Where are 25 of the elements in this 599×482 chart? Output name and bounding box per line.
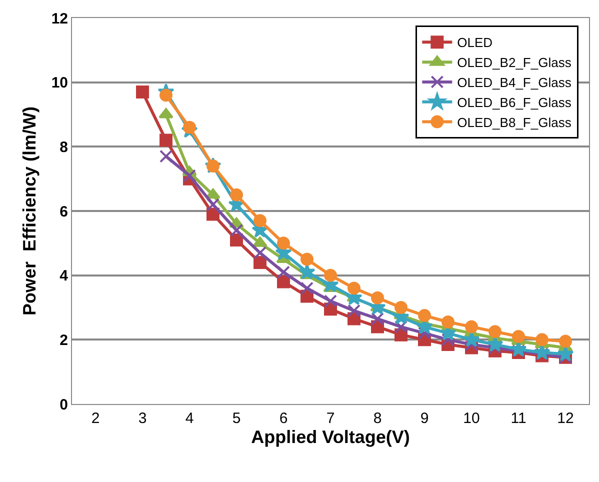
x-tick-label: 5 bbox=[232, 410, 241, 427]
y-tick-label: 2 bbox=[60, 332, 68, 349]
x-tick-label: 6 bbox=[279, 410, 288, 427]
legend-label: OLED bbox=[457, 35, 493, 50]
legend-label: OLED_B6_F_Glass bbox=[457, 94, 572, 110]
y-tick-label: 4 bbox=[60, 268, 69, 285]
x-tick-label: 7 bbox=[326, 410, 335, 427]
y-tick-label: 6 bbox=[60, 203, 68, 220]
x-tick-label: 2 bbox=[91, 410, 100, 427]
y-axis-title: Power Efficiency (lm/W) bbox=[20, 106, 40, 316]
x-tick-label: 8 bbox=[373, 410, 382, 427]
y-tick-label: 8 bbox=[60, 138, 68, 156]
legend-label: OLED_B2_F_Glass bbox=[457, 55, 572, 70]
x-tick-label: 12 bbox=[557, 410, 574, 427]
legend-label: OLED_B8_F_Glass bbox=[457, 114, 572, 130]
x-tick-label: 11 bbox=[510, 410, 526, 427]
y-tick-label: 12 bbox=[51, 10, 68, 28]
x-axis-title: Applied Voltage(V) bbox=[251, 427, 410, 448]
x-tick-label: 10 bbox=[463, 410, 480, 427]
y-tick-label: 10 bbox=[51, 74, 68, 92]
x-tick-label: 9 bbox=[420, 410, 429, 427]
legend-label: OLED_B4_F_Glass bbox=[457, 75, 572, 90]
x-tick-label: 4 bbox=[185, 410, 194, 427]
y-tick-label: 0 bbox=[60, 396, 68, 414]
x-tick-label: 3 bbox=[138, 410, 147, 427]
